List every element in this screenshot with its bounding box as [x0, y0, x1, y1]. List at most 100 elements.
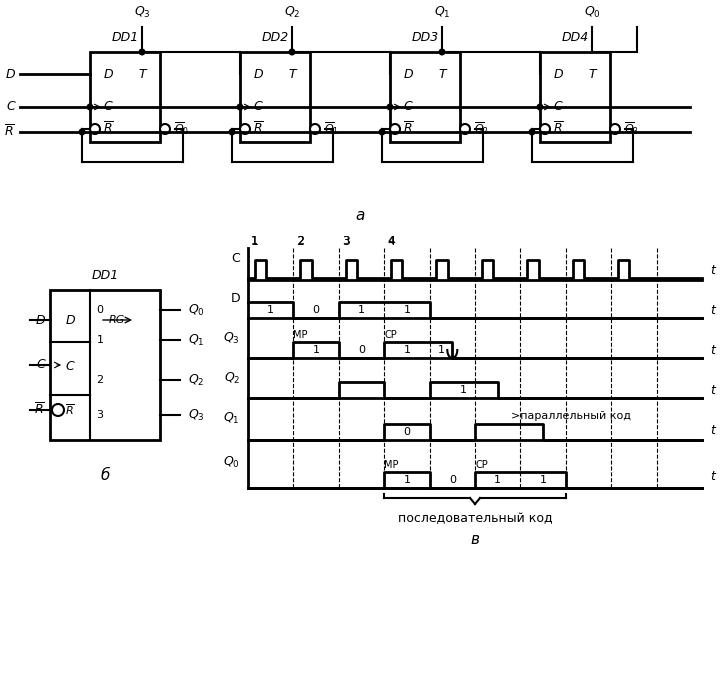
Text: 1: 1 — [313, 345, 320, 355]
Text: RG: RG — [109, 315, 125, 325]
Bar — [540, 52, 610, 142]
Circle shape — [536, 104, 544, 110]
Text: C: C — [6, 100, 15, 113]
Text: $Q_3$: $Q_3$ — [134, 5, 150, 20]
Text: D: D — [103, 68, 113, 80]
Text: 2: 2 — [97, 375, 103, 385]
Text: 0: 0 — [97, 305, 103, 315]
Text: 1: 1 — [251, 235, 258, 248]
Text: 1: 1 — [358, 305, 365, 315]
Text: 2: 2 — [297, 236, 304, 246]
Text: $Q_1$: $Q_1$ — [188, 332, 204, 348]
Circle shape — [610, 124, 620, 134]
Circle shape — [386, 104, 393, 110]
Text: t: t — [710, 471, 715, 484]
Circle shape — [139, 48, 146, 55]
Text: DD1: DD1 — [92, 269, 118, 282]
Text: 1: 1 — [404, 475, 410, 485]
Bar — [240, 52, 310, 142]
Text: t: t — [710, 303, 715, 316]
Text: D: D — [403, 68, 413, 80]
Text: в: в — [471, 533, 479, 548]
Text: DD1: DD1 — [111, 31, 139, 44]
Text: 1: 1 — [539, 475, 547, 485]
Text: 1: 1 — [251, 236, 258, 246]
Text: t: t — [710, 383, 715, 396]
Text: 3: 3 — [342, 236, 349, 246]
Text: C: C — [404, 100, 412, 113]
Text: а: а — [355, 207, 365, 222]
Circle shape — [310, 124, 320, 134]
Circle shape — [79, 128, 85, 136]
Text: $\overline{R}$: $\overline{R}$ — [403, 121, 413, 136]
Text: 0: 0 — [404, 427, 410, 437]
Text: 1: 1 — [460, 385, 467, 395]
Text: D: D — [553, 68, 563, 80]
Text: СР: СР — [475, 460, 488, 470]
Text: 1: 1 — [404, 345, 410, 355]
Text: 1: 1 — [97, 335, 103, 345]
Text: DD4: DD4 — [562, 31, 588, 44]
Circle shape — [90, 124, 100, 134]
Text: $Q_2$: $Q_2$ — [224, 370, 240, 385]
Text: $\overline{R}$: $\overline{R}$ — [35, 402, 45, 418]
Text: C: C — [253, 100, 262, 113]
Text: МР: МР — [384, 460, 399, 470]
Text: $\overline{Q}_3$: $\overline{Q}_3$ — [624, 121, 639, 137]
Text: C: C — [231, 252, 240, 265]
Text: DD3: DD3 — [412, 31, 439, 44]
Text: $Q_0$: $Q_0$ — [223, 454, 240, 469]
Text: D: D — [5, 68, 15, 80]
Circle shape — [87, 104, 94, 110]
Text: $\overline{R}$: $\overline{R}$ — [253, 121, 264, 136]
Text: $Q_2$: $Q_2$ — [284, 5, 300, 20]
Text: C: C — [554, 100, 562, 113]
Text: C: C — [66, 361, 74, 374]
Text: $\overline{R}$: $\overline{R}$ — [552, 121, 563, 136]
Bar — [50, 290, 160, 440]
Text: МР: МР — [293, 330, 308, 340]
Bar — [90, 52, 160, 142]
Text: $\overline{R}$: $\overline{R}$ — [4, 124, 15, 140]
Text: $Q_1$: $Q_1$ — [434, 5, 451, 20]
Text: T: T — [588, 68, 596, 80]
Text: T: T — [438, 68, 445, 80]
Text: 0: 0 — [449, 475, 456, 485]
Text: >параллельный код: >параллельный код — [511, 411, 631, 421]
Circle shape — [160, 124, 170, 134]
Text: D: D — [253, 68, 263, 80]
Text: $Q_0$: $Q_0$ — [188, 302, 205, 318]
Text: 1: 1 — [438, 345, 445, 355]
Text: $Q_3$: $Q_3$ — [188, 407, 205, 423]
Text: 1: 1 — [404, 305, 410, 315]
Circle shape — [540, 124, 550, 134]
Text: T: T — [138, 68, 146, 80]
Text: $\overline{R}$: $\overline{R}$ — [103, 121, 113, 136]
Text: $Q_2$: $Q_2$ — [188, 372, 204, 387]
Text: 1: 1 — [267, 305, 274, 315]
Text: 0: 0 — [358, 345, 365, 355]
Text: D: D — [65, 314, 75, 327]
Text: D: D — [35, 314, 45, 327]
Circle shape — [390, 124, 400, 134]
Text: б: б — [100, 467, 110, 482]
Text: $\overline{R}$: $\overline{R}$ — [65, 402, 75, 417]
Text: 2: 2 — [296, 235, 304, 248]
Text: $\overline{Q}_1$: $\overline{Q}_1$ — [324, 121, 339, 137]
Text: 4: 4 — [387, 235, 395, 248]
Text: 1: 1 — [494, 475, 501, 485]
Bar — [390, 52, 460, 142]
Text: последовательный код: последовательный код — [398, 512, 552, 525]
Circle shape — [228, 128, 235, 136]
Text: $\overline{Q}_0$: $\overline{Q}_0$ — [174, 121, 189, 137]
Text: D: D — [230, 291, 240, 304]
Text: 3: 3 — [342, 235, 349, 248]
Circle shape — [378, 128, 386, 136]
Text: $Q_1$: $Q_1$ — [223, 411, 240, 426]
Text: 4: 4 — [388, 236, 394, 246]
Text: $Q_3$: $Q_3$ — [223, 331, 240, 346]
Text: t: t — [710, 344, 715, 357]
Text: DD2: DD2 — [261, 31, 289, 44]
Circle shape — [438, 48, 445, 55]
Text: $Q_0$: $Q_0$ — [583, 5, 601, 20]
